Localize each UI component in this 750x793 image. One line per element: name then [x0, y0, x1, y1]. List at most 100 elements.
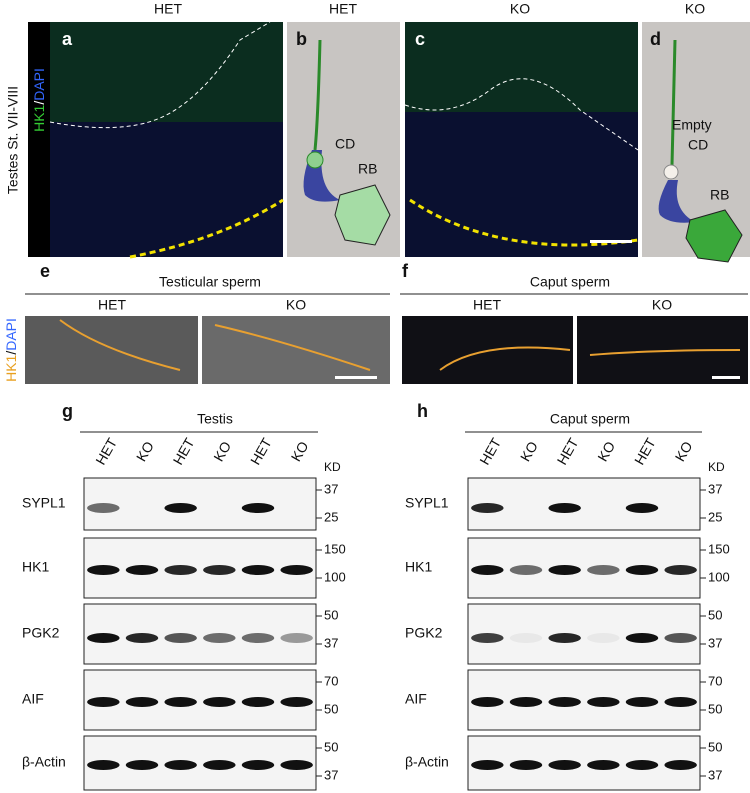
band	[509, 697, 543, 707]
band	[87, 760, 120, 770]
sperm	[214, 324, 371, 371]
band	[509, 633, 543, 643]
band	[664, 565, 697, 575]
panel-title: Caput sperm	[530, 274, 610, 290]
lane-label: KO	[672, 439, 696, 465]
sperm	[589, 349, 741, 356]
band	[241, 697, 275, 707]
band	[125, 760, 159, 770]
marker-label: 37	[708, 635, 722, 650]
band	[664, 760, 697, 770]
lane-label: HET	[631, 435, 659, 468]
band	[664, 633, 697, 643]
column-label: KO	[652, 297, 672, 313]
band	[625, 503, 659, 513]
band	[280, 760, 313, 770]
band	[280, 697, 313, 707]
band	[548, 633, 581, 643]
boundary	[404, 78, 639, 151]
stain: /	[31, 101, 47, 105]
micrograph-e	[25, 316, 198, 384]
marker-label: 37	[708, 481, 722, 496]
marker-label: 37	[324, 635, 338, 650]
band	[203, 565, 236, 575]
marker-label: 37	[708, 767, 722, 782]
band	[548, 503, 581, 513]
lane-label: KO	[288, 439, 312, 465]
panel-label: e	[40, 261, 50, 281]
marker-label: 150	[708, 541, 730, 556]
blot	[467, 603, 701, 665]
blot	[467, 477, 701, 531]
panel-title: Testicular sperm	[159, 274, 261, 290]
cytoplasmic-droplet	[663, 164, 679, 180]
sperm-tail	[313, 39, 322, 151]
protein-label: HK1	[405, 559, 432, 575]
marker-label: 37	[324, 481, 338, 496]
band	[587, 565, 620, 575]
micrograph-c-epithelium	[405, 22, 638, 112]
marker-label: 50	[708, 607, 722, 622]
stain: HK1	[31, 104, 47, 131]
blot	[83, 537, 317, 599]
annotation: RB	[710, 187, 729, 203]
sperm-head	[658, 180, 695, 223]
unit-label: KD	[708, 460, 725, 474]
panel-label: g	[62, 401, 73, 421]
band	[203, 697, 236, 707]
protein-label: SYPL1	[22, 495, 66, 511]
lane-label: HET	[92, 435, 120, 468]
annotation: CD	[688, 137, 708, 153]
band	[625, 633, 659, 643]
lane-label: HET	[170, 435, 198, 468]
protein-label: β-Actin	[405, 754, 449, 770]
stain-label: HK1/DAPI	[31, 68, 47, 132]
marker-label: 150	[324, 541, 346, 556]
micrograph-a-epithelium	[50, 22, 283, 122]
blot	[467, 735, 701, 791]
band	[125, 697, 159, 707]
stain: HK1	[3, 354, 19, 381]
lane-label: HET	[247, 435, 275, 468]
band	[471, 760, 504, 770]
band	[164, 697, 197, 707]
protein-label: AIF	[405, 691, 427, 707]
cytoplasmic-droplet	[306, 151, 324, 169]
band	[548, 565, 581, 575]
protein-label: HK1	[22, 559, 49, 575]
column-label: KO	[286, 297, 306, 313]
residual-body	[685, 209, 743, 263]
panel-title: HET	[329, 1, 357, 17]
column-label: HET	[98, 297, 126, 313]
band	[280, 565, 313, 575]
marker-label: 100	[708, 569, 730, 584]
band	[203, 633, 236, 643]
lane-label: KO	[133, 439, 157, 465]
marker-label: 50	[708, 701, 722, 716]
lane-label: KO	[594, 439, 618, 465]
band	[164, 633, 197, 643]
blot	[467, 537, 701, 599]
band	[587, 633, 620, 643]
protein-label: AIF	[22, 691, 44, 707]
band	[664, 697, 697, 707]
band	[471, 503, 504, 513]
marker-label: 50	[324, 739, 338, 754]
marker-label: 70	[708, 673, 722, 688]
panel-title: HET	[154, 1, 182, 17]
marker-label: 50	[324, 701, 338, 716]
panel-label: h	[417, 401, 428, 421]
column-label: HET	[473, 297, 501, 313]
sperm-tail	[670, 39, 677, 166]
marker-label: 70	[324, 673, 338, 688]
annotation: CD	[335, 136, 355, 152]
side-label: Testes St. VII-VIII	[5, 86, 21, 194]
band	[280, 633, 313, 643]
band	[625, 565, 659, 575]
band	[587, 760, 620, 770]
boundary	[129, 198, 284, 259]
band	[87, 503, 120, 513]
band	[203, 760, 236, 770]
lane-label: HET	[554, 435, 582, 468]
